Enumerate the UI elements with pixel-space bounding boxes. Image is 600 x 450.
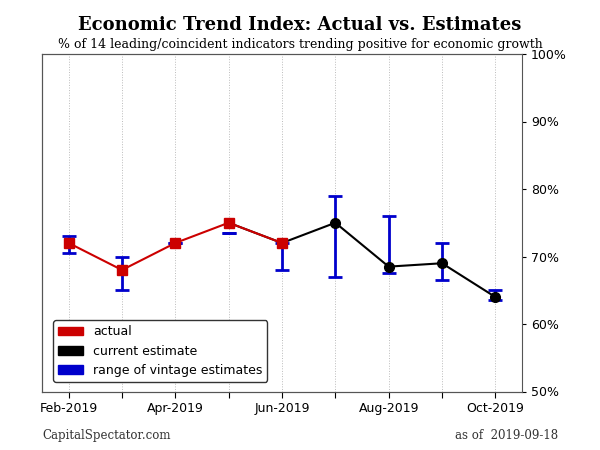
Text: % of 14 leading/coincident indicators trending positive for economic growth: % of 14 leading/coincident indicators tr…	[58, 38, 542, 51]
Legend: actual, current estimate, range of vintage estimates: actual, current estimate, range of vinta…	[53, 320, 268, 382]
Text: as of  2019-09-18: as of 2019-09-18	[455, 429, 558, 442]
Text: CapitalSpectator.com: CapitalSpectator.com	[42, 429, 170, 442]
Text: Economic Trend Index: Actual vs. Estimates: Economic Trend Index: Actual vs. Estimat…	[79, 16, 521, 34]
